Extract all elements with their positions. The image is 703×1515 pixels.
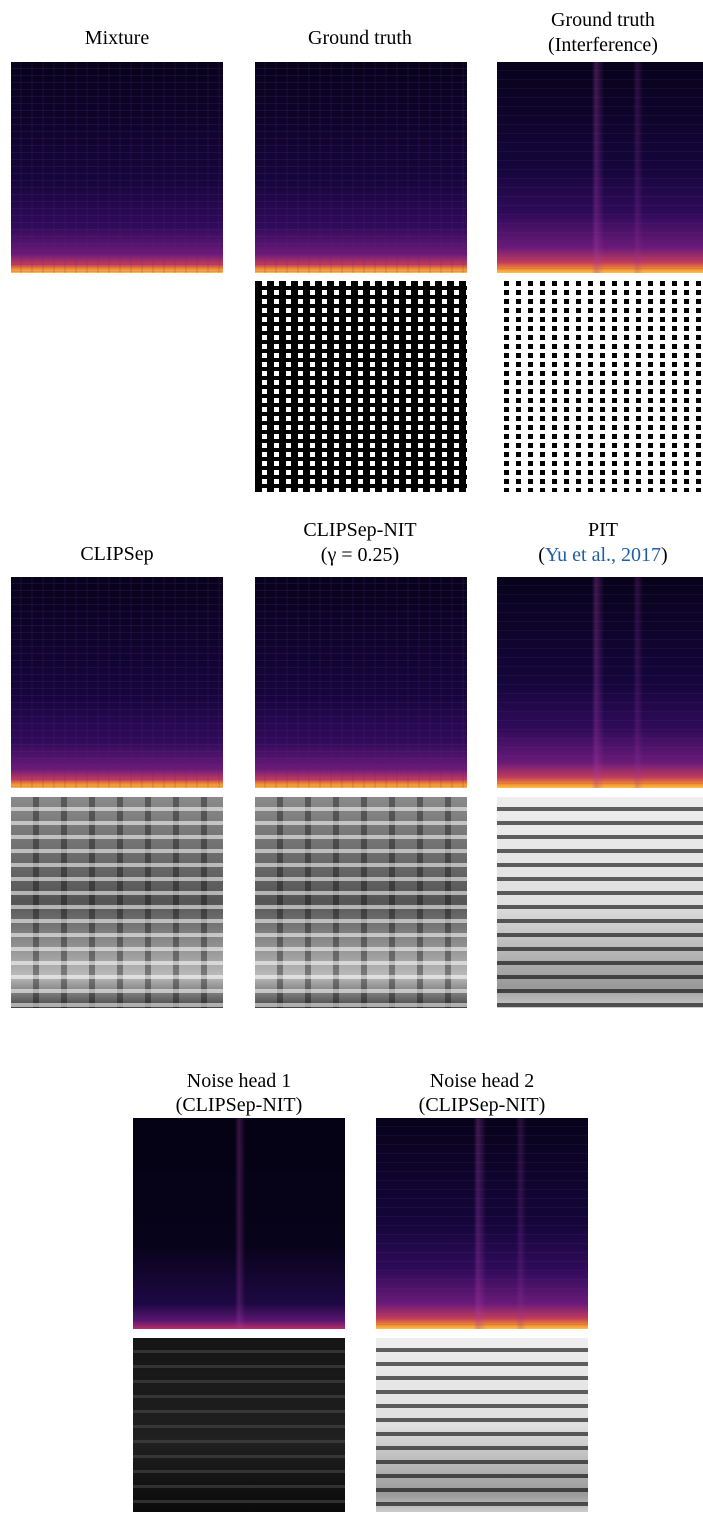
soft-mask	[255, 797, 467, 1008]
spectrogram	[497, 62, 703, 273]
panel-title: (CLIPSep-NIT)	[175, 1094, 303, 1116]
panel-title: Noise head 1	[186, 1070, 292, 1092]
spectrogram	[376, 1118, 588, 1329]
panel-title: CLIPSep	[80, 543, 154, 565]
panel-title: Mixture	[84, 27, 150, 49]
paren: (	[538, 544, 545, 566]
soft-mask	[133, 1338, 345, 1512]
binary-mask	[497, 281, 703, 492]
panel-title: Ground truth	[308, 27, 412, 49]
soft-mask	[376, 1338, 588, 1512]
spectrogram	[255, 62, 467, 273]
soft-mask	[11, 797, 223, 1008]
spectrogram	[11, 577, 223, 788]
paren: )	[661, 544, 668, 566]
spectrogram	[497, 577, 703, 788]
panel-title: (γ = 0.25)	[320, 544, 400, 566]
panel-title: Noise head 2	[429, 1070, 535, 1092]
panel-title: Ground truth	[551, 9, 655, 31]
spectrogram	[11, 62, 223, 273]
citation-line: (Yu et al., 2017)	[483, 543, 703, 568]
binary-mask	[255, 281, 467, 492]
spectrogram	[133, 1118, 345, 1329]
soft-mask	[497, 797, 703, 1008]
panel-title: PIT	[588, 519, 618, 541]
spectrogram	[255, 577, 467, 788]
panel-title: CLIPSep-NIT	[303, 519, 417, 541]
citation-link[interactable]: Yu et al., 2017	[544, 544, 662, 566]
panel-title: (Interference)	[548, 34, 658, 56]
panel-title: (CLIPSep-NIT)	[418, 1094, 546, 1116]
